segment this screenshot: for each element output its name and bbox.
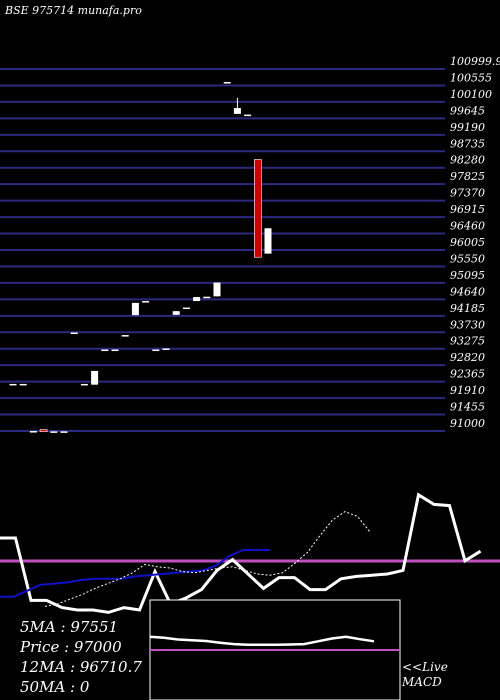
candle-body [91, 370, 99, 385]
ma-line [0, 549, 270, 598]
y-tick-label: 99190 [450, 121, 485, 134]
y-tick-label: 92820 [450, 351, 485, 364]
candle-body [162, 348, 170, 350]
dotted-line [44, 511, 371, 607]
candle-body [203, 296, 211, 299]
candle-body [131, 302, 139, 316]
y-tick-label: 95095 [450, 269, 485, 282]
macd-line [149, 635, 375, 647]
candle-body [142, 301, 150, 303]
candle-body [101, 349, 109, 352]
candle-body [182, 307, 190, 310]
y-tick-label: 100999.9 [450, 55, 500, 68]
candle-body [111, 349, 119, 352]
candles [9, 82, 272, 433]
candle-body [9, 383, 17, 386]
candle-body [254, 159, 262, 258]
candle-body [244, 114, 252, 117]
candle-body [152, 349, 160, 352]
y-tick-label: 96915 [450, 203, 485, 216]
ma50-label: 50MA : 0 [20, 678, 90, 696]
price-line [0, 492, 482, 614]
y-tick-label: 96460 [450, 220, 485, 233]
candle-body [193, 297, 201, 302]
y-tick-label: 95550 [450, 252, 485, 265]
y-tick-label: 100555 [450, 71, 492, 84]
y-tick-label: 98735 [450, 137, 485, 150]
candle-body [80, 383, 88, 386]
y-tick-label: 97370 [450, 187, 485, 200]
candle-body [60, 431, 68, 433]
y-tick-label: 98280 [450, 154, 485, 167]
candle-body [19, 383, 27, 386]
y-tick-label: 100100 [450, 88, 492, 101]
candle-body [264, 228, 272, 254]
grid: 100999.9 100555 100100 99645 99190 98735 98280… [0, 55, 500, 432]
price-label: Price : 97000 [19, 638, 122, 656]
candle-body [70, 332, 78, 335]
y-tick-label: 94185 [450, 302, 485, 315]
y-tick-label: 94640 [450, 285, 485, 298]
candle-body [29, 431, 37, 433]
candle-body [233, 108, 241, 114]
live-label[interactable]: <<Live [402, 660, 448, 674]
ma5-label: 5MA : 97551 [20, 618, 118, 636]
y-tick-label: 93730 [450, 318, 485, 331]
y-tick-label: 91000 [450, 417, 485, 430]
y-tick-label: 93275 [450, 335, 485, 348]
stats-box: 5MA : 97551 Price : 97000 12MA : 96710.7… [19, 618, 142, 696]
macd-label: MACD [401, 675, 442, 689]
y-tick-label: 99645 [450, 104, 485, 117]
macd-panel [149, 599, 401, 700]
indicator-panel [0, 492, 500, 614]
candle-body [39, 429, 48, 433]
chart-title: BSE 975714 munafa.pro [4, 4, 142, 17]
candle-body [223, 82, 231, 84]
y-tick-label: 96005 [450, 236, 485, 249]
ma12-label: 12MA : 96710.7 [20, 658, 142, 676]
y-tick-label: 92365 [450, 368, 485, 381]
candle-body [50, 431, 58, 433]
y-tick-label: 91910 [450, 384, 485, 397]
candle-body [172, 311, 180, 315]
y-tick-label: 97825 [450, 170, 485, 183]
candle-body [121, 335, 129, 337]
y-tick-label: 91455 [450, 401, 485, 414]
candle-body [213, 282, 221, 297]
